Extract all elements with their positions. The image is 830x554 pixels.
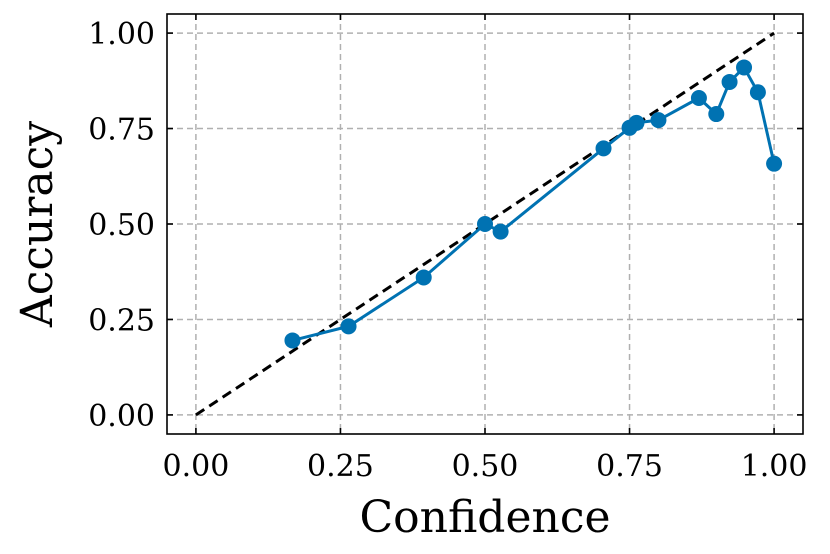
series-line xyxy=(292,64,776,342)
y-axis-label: Accuracy xyxy=(12,121,63,328)
data-point xyxy=(477,216,493,232)
axis-ticks xyxy=(167,14,803,434)
data-point xyxy=(284,332,301,349)
grid xyxy=(167,14,803,434)
data-point xyxy=(492,223,509,240)
x-tick-label: 1.00 xyxy=(741,449,808,484)
data-point xyxy=(721,73,738,90)
y-tick-label: 0.75 xyxy=(88,113,155,148)
x-tick-labels: 0.00 0.25 0.50 0.75 1.00 xyxy=(163,449,808,484)
x-tick-label: 0.00 xyxy=(163,449,230,484)
x-tick-label: 0.50 xyxy=(452,449,519,484)
data-point xyxy=(415,269,432,286)
data-point xyxy=(749,84,766,101)
perfect-calibration-line xyxy=(195,31,775,417)
x-tick-label: 0.75 xyxy=(596,449,663,484)
y-tick-label: 0.00 xyxy=(88,399,155,434)
data-point xyxy=(340,318,357,335)
data-point xyxy=(628,114,645,131)
y-tick-label: 1.00 xyxy=(88,17,155,52)
x-tick-label: 0.25 xyxy=(307,449,374,484)
data-point xyxy=(736,59,753,76)
data-point xyxy=(595,140,612,157)
data-point xyxy=(650,112,667,129)
x-axis-label: Confidence xyxy=(359,492,610,543)
y-tick-labels: 0.00 0.25 0.50 0.75 1.00 xyxy=(88,17,155,434)
y-tick-label: 0.50 xyxy=(88,208,155,243)
data-point xyxy=(708,106,725,123)
y-tick-label: 0.25 xyxy=(88,303,155,338)
series-points xyxy=(284,59,783,349)
data-point xyxy=(766,155,783,172)
data-point xyxy=(690,90,707,106)
